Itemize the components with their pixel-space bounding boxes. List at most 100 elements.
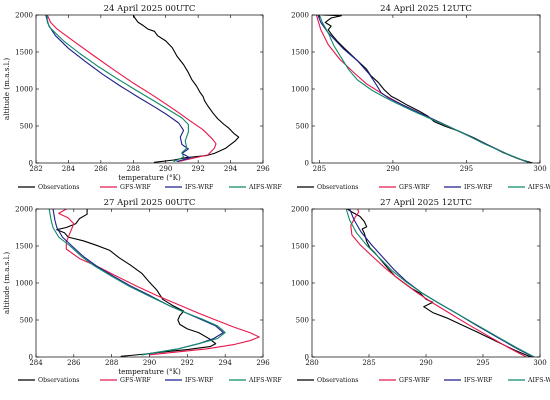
series-line-gfs-wrf [350,209,527,357]
x-tick-label: 296 [256,359,270,367]
x-tick-label: 286 [67,359,81,367]
legend-label: IFS-WRF [185,377,214,384]
legend-label: Observations [38,184,79,191]
plot-frame [35,14,264,164]
series-line-aifs-wrf [46,15,189,163]
legend: Observations GFS-WRF IFS-WRF AIFS-WRF [18,377,282,384]
legend-label: IFS-WRF [464,184,493,191]
x-tick-label: 282 [29,165,42,173]
x-tick-label: 290 [143,359,156,367]
x-tick-label: 300 [533,359,546,367]
legend-label: Observations [317,377,358,384]
legend-label: AIFS-WRF [248,377,282,384]
panel-title: 27 April 2025 12UTC [380,198,472,208]
panel-1: 24 April 2025 00UTC 282 284 286 288 290 292 294… [2,4,282,191]
y-tick-label: 1000 [15,86,33,94]
x-tick-label: 288 [127,165,140,173]
panel-4: 27 April 2025 12UTC 280 285 290 295 300 0 500 10… [291,198,550,384]
series-group [345,209,535,357]
y-tick-label: 0 [305,354,309,362]
series-line-aifs-wrf [345,209,535,357]
legend-label: AIFS-WRF [248,184,282,191]
x-tick-label: 284 [62,165,76,173]
x-tick-label: 290 [159,165,172,173]
legend-label: Observations [317,184,358,191]
y-tick-label: 1500 [291,49,309,57]
series-line-gfs-wrf [58,209,260,356]
y-tick-label: 2000 [291,12,309,20]
y-tick-label: 2000 [15,206,33,214]
panel-title: 27 April 2025 00UTC [104,198,196,208]
y-tick-label: 500 [20,317,33,325]
x-tick-label: 295 [460,165,473,173]
x-tick-label: 286 [94,165,108,173]
y-axis-label: altitude (m.a.s.l.) [2,252,11,314]
y-tick-label: 1500 [15,243,33,251]
series-line-observations [132,15,240,163]
panel-3: 27 April 2025 00UTC 284 286 288 290 292 294 296… [2,198,282,384]
x-tick-label: 295 [476,359,489,367]
series-line-ifs-wrf [349,209,534,357]
x-tick-label: 285 [362,359,375,367]
y-tick-label: 1500 [15,49,33,57]
panel-title: 24 April 2025 12UTC [380,4,472,14]
y-tick-label: 0 [29,354,33,362]
legend-label: GFS-WRF [399,184,430,191]
x-tick-label: 300 [533,165,546,173]
legend-label: IFS-WRF [185,184,214,191]
x-tick-label: 294 [224,165,238,173]
y-tick-label: 1000 [15,280,33,288]
series-group [48,209,260,357]
y-tick-label: 500 [20,123,33,131]
series-line-observations [346,209,532,357]
x-tick-label: 290 [386,165,399,173]
series-line-observations [56,209,217,357]
x-tick-label: 290 [419,359,432,367]
y-axis-label: altitude (m.a.s.l.) [2,58,11,120]
y-tick-label: 0 [305,160,309,168]
y-tick-label: 500 [296,123,309,131]
plot-frame [311,14,541,164]
y-tick-label: 0 [29,160,33,168]
legend-label: GFS-WRF [120,184,151,191]
x-tick-label: 285 [313,165,326,173]
x-tick-label: 288 [105,359,118,367]
series-group [45,15,240,163]
series-line-aifs-wrf [318,15,531,163]
y-tick-label: 1000 [291,86,309,94]
series-line-ifs-wrf [52,209,224,356]
legend-label: AIFS-WRF [527,377,550,384]
x-tick-label: 294 [218,359,232,367]
series-group [315,15,534,163]
legend-label: IFS-WRF [464,377,493,384]
series-line-ifs-wrf [317,15,531,163]
series-line-gfs-wrf [46,15,217,163]
y-tick-label: 1500 [291,243,309,251]
panel-2: 24 April 2025 12UTC 285 290 295 300 0 500 1000 1… [291,4,550,191]
x-axis-label: temperature (°K) [118,367,181,376]
series-line-aifs-wrf [48,209,226,356]
panel-title: 24 April 2025 00UTC [104,4,196,14]
y-tick-label: 2000 [291,206,309,214]
series-line-gfs-wrf [315,15,531,163]
x-tick-label: 292 [181,359,194,367]
y-tick-label: 500 [296,317,309,325]
legend-label: GFS-WRF [120,377,151,384]
x-tick-label: 292 [191,165,204,173]
series-line-ifs-wrf [45,15,191,163]
legend-label: GFS-WRF [399,377,430,384]
x-tick-label: 284 [29,359,43,367]
legend: Observations GFS-WRF IFS-WRF AIFS-WRF [297,184,550,191]
y-tick-label: 1000 [291,280,309,288]
legend-label: Observations [38,377,79,384]
x-axis-label: temperature (°K) [118,173,181,182]
x-tick-label: 296 [256,165,270,173]
legend: Observations GFS-WRF IFS-WRF AIFS-WRF [18,184,282,191]
y-tick-label: 2000 [15,12,33,20]
plot-frame [311,208,541,358]
series-line-observations [321,15,534,163]
x-tick-label: 280 [305,359,318,367]
legend: Observations GFS-WRF IFS-WRF AIFS-WRF [297,377,550,384]
legend-label: AIFS-WRF [527,184,550,191]
